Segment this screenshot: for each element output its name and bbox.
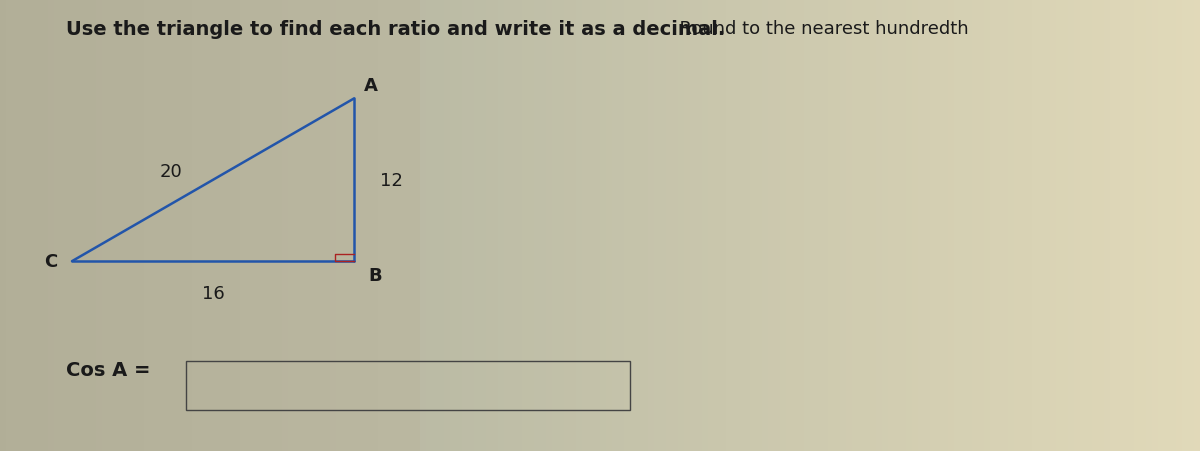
- Text: 12: 12: [380, 171, 403, 189]
- Bar: [186, 361, 630, 410]
- Text: C: C: [44, 253, 58, 271]
- Text: B: B: [368, 266, 382, 284]
- Text: 20: 20: [160, 162, 182, 180]
- Text: Cos A =: Cos A =: [66, 360, 150, 379]
- Text: 16: 16: [202, 284, 224, 302]
- Text: Use the triangle to find each ratio and write it as a decimal.: Use the triangle to find each ratio and …: [66, 20, 725, 39]
- Text: Round to the nearest hundredth: Round to the nearest hundredth: [668, 20, 970, 38]
- Text: A: A: [364, 77, 378, 95]
